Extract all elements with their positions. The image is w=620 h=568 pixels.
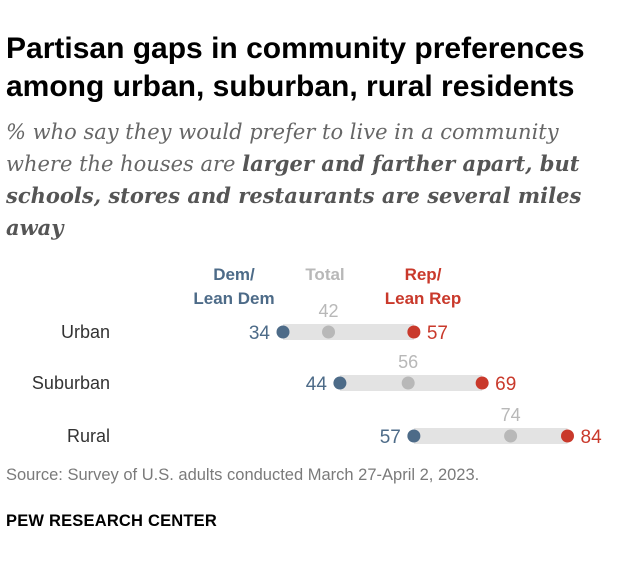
range-bar-rural	[413, 428, 568, 444]
dot-plot-chart: Dem/Lean Dem Total Rep/Lean Rep Urban 34 42 57…	[32, 265, 603, 448]
category-label-urban: Urban	[61, 322, 110, 342]
category-label-suburban: Suburban	[32, 373, 110, 393]
data-label-total-suburban: 56	[398, 352, 418, 372]
legend-rep-label: Lean Rep	[385, 289, 462, 308]
data-label-dem-suburban: 44	[306, 374, 328, 395]
dot-total-urban	[322, 325, 336, 339]
subtitle-plain: % who say they would prefer to live in a…	[6, 120, 559, 176]
data-label-dem-urban: 34	[249, 323, 271, 344]
data-label-total-urban: 42	[319, 301, 339, 321]
legend-dem-label: Dem/	[213, 265, 255, 284]
subtitle-bold: larger and farther apart, but schools, s…	[6, 151, 582, 240]
dot-total-suburban	[401, 376, 415, 390]
dot-dem-rural	[407, 429, 421, 443]
data-label-rep-suburban: 69	[495, 374, 516, 395]
dot-dem-suburban	[333, 376, 347, 390]
legend-total-label: Total	[305, 265, 344, 284]
dot-rep-rural	[561, 429, 574, 443]
source-note: Source: Survey of U.S. adults conducted …	[6, 466, 480, 484]
chart-title: Partisan gaps in community preferences a…	[6, 32, 585, 103]
dot-rep-suburban	[475, 376, 489, 390]
legend-dem-label: Lean Dem	[193, 289, 274, 308]
data-label-total-rural: 74	[501, 405, 521, 425]
dot-rep-urban	[407, 325, 421, 339]
dot-dem-urban	[276, 325, 290, 339]
chart-subtitle: % who say they would prefer to live in a…	[6, 117, 596, 244]
legend-rep-label: Rep/	[405, 265, 442, 284]
data-label-rep-rural: 84	[581, 427, 603, 448]
category-label-rural: Rural	[67, 426, 110, 446]
pew-research-center-logo: PEW RESEARCH CENTER	[6, 512, 217, 530]
dot-total-rural	[504, 429, 518, 443]
data-label-rep-urban: 57	[427, 323, 448, 344]
data-label-dem-rural: 57	[380, 427, 401, 448]
range-bar-urban	[283, 324, 414, 340]
